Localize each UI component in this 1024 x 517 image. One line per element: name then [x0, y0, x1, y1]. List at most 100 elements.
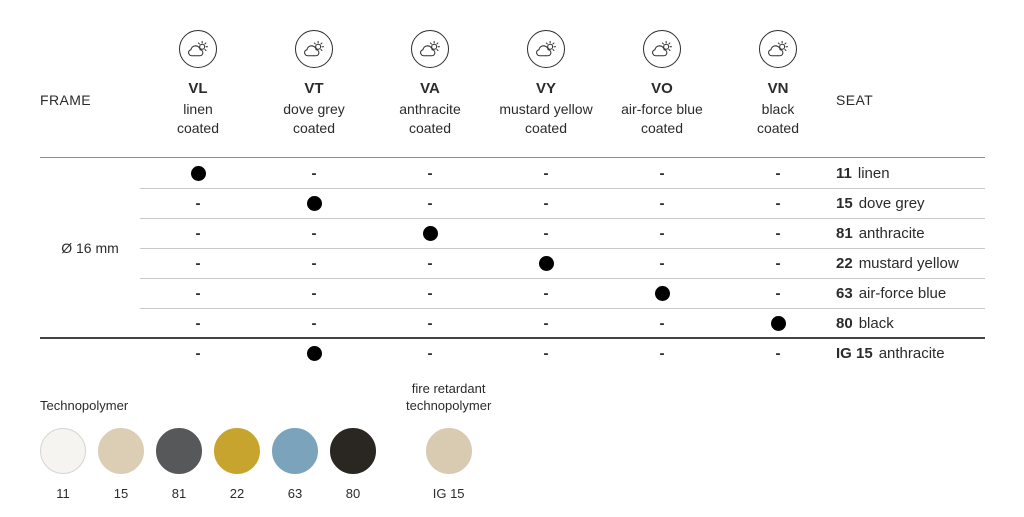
swatch-81: 81	[156, 428, 202, 501]
compatible-dot	[720, 315, 836, 331]
not-compatible-dash: -	[543, 224, 549, 242]
seat-label: 80 black	[836, 315, 985, 332]
swatch-code: 80	[345, 486, 361, 501]
frame-finish-code: VL	[188, 80, 208, 97]
seat-code: 63	[836, 284, 853, 302]
not-compatible-dash: -	[311, 284, 317, 302]
color-circle	[425, 428, 472, 474]
not-compatible-dash: -	[311, 164, 317, 182]
swatch-code: 15	[113, 486, 129, 501]
dot-marker	[422, 225, 438, 241]
not-compatible-dash: -	[775, 164, 781, 182]
swatch-15: 15	[98, 428, 144, 501]
not-compatible-dash: -	[195, 224, 201, 242]
table-row-11: - - - - - 11 linen	[40, 158, 985, 188]
swatch-22: 22	[214, 428, 260, 501]
seat-label: 81 anthracite	[836, 225, 985, 242]
compatible-dot	[140, 165, 256, 181]
not-compatible-dash: -	[543, 284, 549, 302]
not-compatible-dash: -	[195, 194, 201, 212]
sun-behind-cloud-icon	[759, 30, 797, 68]
frame-finish-code: VO	[651, 80, 673, 97]
sun-behind-cloud-icon	[179, 30, 217, 68]
seat-label: IG 15 anthracite	[836, 345, 985, 362]
fire-group-label: fire retardant technopolymer	[406, 380, 491, 414]
fire-group-label-line1: fire retardant	[411, 381, 486, 396]
column-header-vy: VY mustard yellow coated	[488, 30, 604, 157]
frame-finish-type: coated	[640, 120, 684, 136]
column-header-vo: VO air-force blue coated	[604, 30, 720, 157]
not-compatible-dash: -	[195, 314, 201, 332]
color-circle	[214, 428, 260, 474]
sun-behind-cloud-icon	[295, 30, 333, 68]
swatch-63: 63	[272, 428, 318, 501]
dot-marker	[770, 315, 786, 331]
not-compatible-dash: -	[195, 284, 201, 302]
frame-finish-code: VN	[767, 80, 789, 97]
not-compatible-dash: -	[543, 194, 549, 212]
frame-finish-name: air-force blue	[621, 101, 703, 117]
fire-group-label-line2: technopolymer	[406, 398, 492, 413]
seat-name: anthracite	[878, 344, 945, 362]
not-compatible-dash: -	[659, 194, 665, 212]
table-header: FRAME VL linen coated VT dove grey coated VA an…	[40, 22, 985, 158]
sun-behind-cloud-icon	[643, 30, 681, 68]
not-compatible-dash: -	[311, 224, 317, 242]
seat-name: dove grey	[858, 194, 925, 212]
seat-label: 11 linen	[836, 165, 985, 182]
seat-column-label: SEAT	[836, 92, 874, 108]
frame-finish-name: linen	[183, 101, 213, 117]
seat-code: IG 15	[836, 344, 873, 362]
not-compatible-dash: -	[775, 254, 781, 272]
swatch-80: 80	[330, 428, 376, 501]
swatch-code: 11	[56, 486, 70, 501]
not-compatible-dash: -	[659, 164, 665, 182]
not-compatible-dash: -	[427, 344, 433, 362]
color-circle	[272, 428, 318, 474]
not-compatible-dash: -	[543, 164, 549, 182]
color-circle	[156, 428, 202, 474]
swatch-code: IG 15	[432, 486, 465, 501]
column-header-vt: VT dove grey coated	[256, 30, 372, 157]
color-circle	[330, 428, 376, 474]
not-compatible-dash: -	[659, 224, 665, 242]
seat-code: 11	[836, 164, 852, 182]
not-compatible-dash: -	[543, 314, 549, 332]
frame-finish-type: coated	[292, 120, 336, 136]
swatch-code: 22	[229, 486, 245, 501]
compatible-dot	[256, 345, 372, 361]
swatch-code: 63	[287, 486, 303, 501]
dot-marker	[306, 195, 322, 211]
color-circle	[40, 428, 86, 474]
column-header-vl: VL linen coated	[140, 30, 256, 157]
not-compatible-dash: -	[659, 314, 665, 332]
frame-finish-name: black	[761, 101, 795, 117]
frame-finish-name: anthracite	[399, 101, 461, 117]
table-row-80: - - - - - 80 black	[40, 308, 985, 338]
not-compatible-dash: -	[775, 284, 781, 302]
seat-label: 63 air-force blue	[836, 285, 985, 302]
table-row-81: - - - - - 81 anthracite	[40, 218, 985, 248]
dot-marker	[654, 285, 670, 301]
frame-finish-code: VA	[420, 80, 440, 97]
frame-finish-type: coated	[176, 120, 220, 136]
not-compatible-dash: -	[775, 194, 781, 212]
not-compatible-dash: -	[195, 254, 201, 272]
not-compatible-dash: -	[775, 344, 781, 362]
frame-finish-code: VT	[304, 80, 324, 97]
frame-diameter-label: Ø 16 mm	[61, 240, 119, 256]
column-header-va: VA anthracite coated	[372, 30, 488, 157]
seat-code: 15	[836, 194, 853, 212]
compatible-dot	[372, 225, 488, 241]
dot-marker	[306, 345, 322, 361]
not-compatible-dash: -	[311, 314, 317, 332]
frame-finish-name: dove grey	[283, 101, 345, 117]
table-row-15: - - - - - 15 dove grey	[40, 188, 985, 218]
frame-column-label: FRAME	[40, 92, 91, 108]
not-compatible-dash: -	[427, 254, 433, 272]
seat-label: 22 mustard yellow	[836, 255, 985, 272]
not-compatible-dash: -	[427, 164, 433, 182]
technopolymer-group-label: Technopolymer	[40, 398, 129, 413]
seat-code: 22	[836, 254, 853, 272]
